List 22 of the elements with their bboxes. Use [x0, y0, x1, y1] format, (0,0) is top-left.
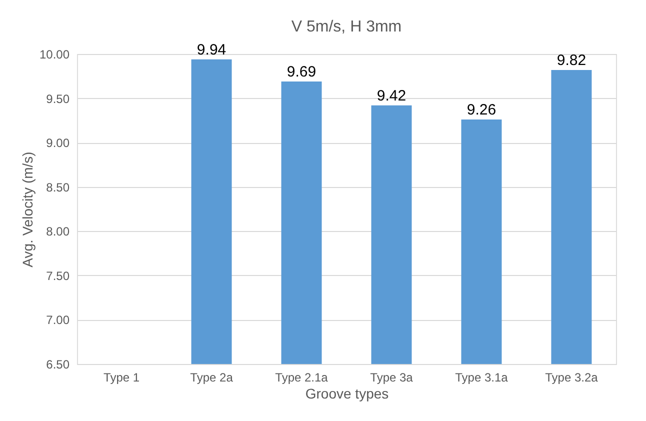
- x-tick-label: Type 3.1a: [455, 370, 508, 384]
- y-tick-label: 10.00: [39, 48, 70, 62]
- x-tick-label: Type 3a: [370, 370, 414, 384]
- y-tick-label: 8.50: [46, 180, 70, 194]
- y-tick-label: 7.50: [46, 268, 70, 283]
- data-label: 9.94: [196, 41, 226, 58]
- data-label: 9.82: [556, 52, 586, 69]
- chart-title: V 5m/s, H 3mm: [291, 18, 402, 36]
- data-label: 9.69: [286, 63, 316, 80]
- y-tick-label: 6.50: [46, 358, 70, 372]
- x-tick-label: Type 1: [104, 370, 140, 384]
- data-label: 9.42: [376, 87, 406, 104]
- y-tick-label: 9.00: [46, 136, 70, 150]
- y-axis-title: Avg. Velocity (m/s): [19, 152, 36, 268]
- x-tick-label: Type 2.1a: [275, 370, 328, 384]
- y-tick-label: 9.50: [46, 92, 70, 106]
- data-label: 9.26: [466, 102, 496, 119]
- y-tick-label: 8.00: [46, 224, 70, 239]
- x-axis-title: Groove types: [305, 386, 389, 402]
- y-tick-label: 7.00: [46, 313, 70, 328]
- x-tick-label: Type 2a: [190, 370, 234, 384]
- x-tick-label: Type 3.2a: [545, 370, 598, 384]
